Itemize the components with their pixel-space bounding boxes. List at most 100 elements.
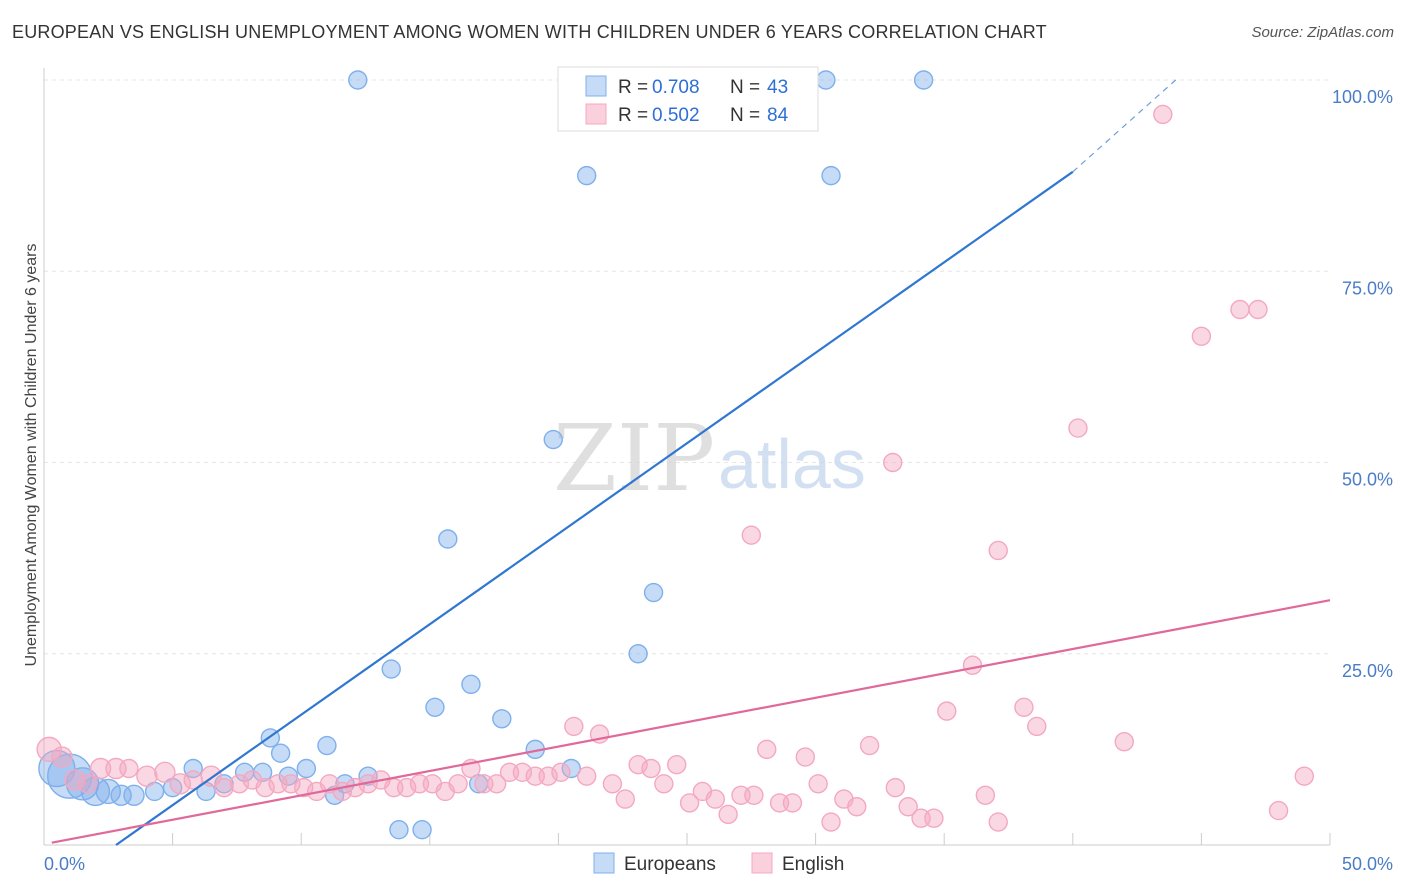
point-english-72	[1027, 716, 1047, 737]
data-points	[36, 70, 1314, 840]
stat-n-label-2: N =	[730, 105, 760, 126]
point-english-38	[551, 762, 571, 783]
point-english-43	[615, 789, 635, 809]
point-english-69	[975, 785, 996, 805]
stat-r-label-1: R =	[618, 77, 648, 98]
point-europeans-32	[561, 758, 581, 779]
point-english-80	[1230, 299, 1250, 320]
legend: Europeans English	[593, 852, 844, 875]
point-english-50	[705, 789, 725, 809]
point-english-77	[1114, 732, 1134, 752]
y-axis-label: Unemployment Among Women with Children U…	[23, 243, 40, 666]
legend-label-europeans: Europeans	[624, 854, 716, 875]
point-english-3	[78, 774, 98, 794]
stat-n-value-2: 84	[767, 105, 789, 126]
point-europeans-9	[183, 758, 203, 779]
point-europeans-35	[643, 582, 664, 603]
point-english-4	[89, 757, 112, 780]
point-english-33	[486, 774, 507, 794]
axes	[43, 68, 1331, 846]
point-english-83	[1294, 766, 1314, 786]
y-tick-label-0: 25.0%	[1342, 661, 1393, 681]
stat-r-value-2: 0.502	[652, 105, 700, 126]
x-tick-label-1: 50.0%	[1342, 854, 1393, 874]
point-english-64	[898, 797, 918, 817]
point-english-76	[1068, 418, 1088, 438]
y-tick-label-1: 50.0%	[1342, 470, 1393, 490]
point-english-63	[885, 777, 906, 798]
point-english-2	[64, 769, 86, 791]
point-english-7	[136, 765, 158, 787]
point-english-67	[937, 701, 957, 721]
trend-lines	[51, 79, 1331, 846]
point-english-62	[859, 735, 880, 756]
point-europeans-38	[816, 70, 836, 90]
point-english-40	[576, 766, 597, 786]
point-english-48	[679, 793, 700, 813]
point-english-74	[883, 452, 903, 473]
point-europeans-36	[348, 70, 368, 90]
stat-n-label-1: N =	[730, 77, 760, 98]
point-english-39	[564, 716, 584, 737]
point-english-71	[1014, 697, 1034, 717]
point-europeans-18	[317, 735, 337, 756]
point-english-46	[654, 774, 674, 794]
point-english-70	[988, 812, 1008, 832]
point-europeans-23	[389, 820, 409, 840]
point-english-81	[1248, 299, 1268, 320]
point-europeans-29	[492, 709, 512, 729]
point-europeans-6	[123, 784, 145, 806]
point-english-12	[214, 777, 234, 798]
point-english-30	[448, 774, 468, 794]
point-europeans-17	[296, 758, 317, 779]
grid-lines	[44, 79, 1330, 655]
point-english-42	[602, 774, 623, 794]
x-tick-label-0: 0.0%	[44, 854, 85, 874]
y-tick-label-2: 75.0%	[1342, 278, 1393, 298]
point-europeans-4	[95, 778, 122, 805]
point-english-9	[169, 773, 192, 795]
chart-title: EUROPEAN VS ENGLISH UNEMPLOYMENT AMONG W…	[12, 22, 1047, 42]
point-english-58	[808, 774, 828, 794]
point-english-56	[782, 793, 803, 813]
stat-r-value-1: 0.708	[652, 77, 700, 98]
trend-line-extension-europeans	[1072, 79, 1177, 173]
point-europeans-16	[278, 766, 299, 786]
point-europeans-33	[576, 165, 597, 186]
point-english-0	[36, 736, 62, 763]
point-english-51	[718, 804, 738, 825]
point-english-68	[962, 655, 983, 675]
point-europeans-13	[252, 762, 273, 783]
stat-r-label-2: R =	[618, 105, 648, 126]
legend-swatch-english	[751, 852, 773, 874]
point-english-59	[821, 812, 841, 832]
point-english-75	[988, 540, 1008, 561]
point-english-47	[667, 754, 687, 775]
stats-box: R = 0.708 N = 43 R = 0.502 N = 84	[557, 66, 819, 132]
trend-line-english	[51, 599, 1331, 844]
point-europeans-34	[628, 644, 648, 664]
point-europeans-27	[461, 674, 481, 695]
point-english-78	[1153, 104, 1173, 125]
legend-label-english: English	[782, 854, 844, 875]
legend-swatch-europeans	[593, 852, 615, 874]
y-tick-label-3: 100.0%	[1332, 87, 1393, 107]
point-english-6	[119, 758, 139, 779]
point-europeans-25	[425, 697, 445, 717]
point-english-79	[1191, 326, 1212, 346]
point-europeans-39	[913, 70, 934, 90]
watermark: ZIP atlas	[553, 405, 866, 512]
point-europeans-5	[110, 784, 132, 806]
point-europeans-37	[821, 165, 841, 186]
tick-labels: 25.0% 50.0% 75.0% 100.0% 0.0% 50.0%	[44, 87, 1393, 874]
point-english-61	[847, 797, 867, 817]
point-europeans-15	[270, 743, 291, 763]
point-english-53	[744, 785, 764, 805]
point-english-73	[741, 525, 761, 545]
point-english-82	[1268, 800, 1289, 821]
series-english	[36, 104, 1314, 832]
point-europeans-26	[438, 529, 458, 549]
point-english-45	[641, 758, 661, 779]
watermark-atlas: atlas	[718, 425, 866, 503]
